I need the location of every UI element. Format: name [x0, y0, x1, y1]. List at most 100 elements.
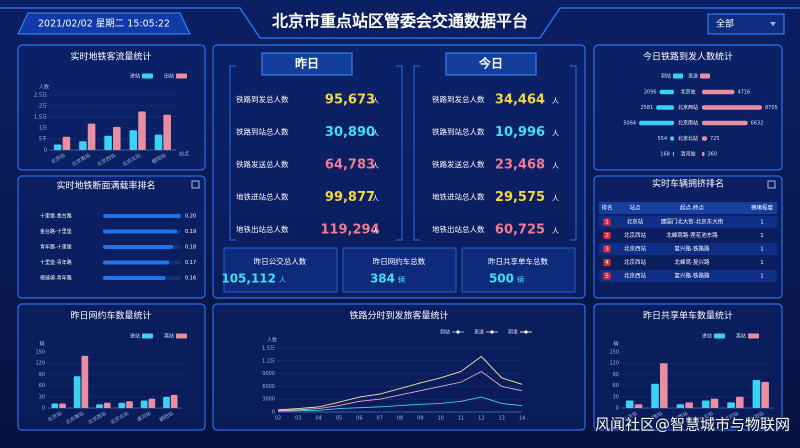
- x-tick-label: 08: [397, 416, 403, 422]
- y-tick-label: 90: [39, 372, 45, 378]
- legend-swatch: [748, 333, 759, 339]
- y-tick-label: 60: [39, 383, 45, 389]
- bar: [736, 396, 744, 408]
- stat-value: 60,725: [495, 223, 545, 238]
- bar: [672, 151, 674, 157]
- value-label: 8705: [765, 105, 778, 111]
- stat-label: 地铁进站总人数: [236, 192, 289, 202]
- category-label: 北京站: [680, 89, 695, 96]
- legend-label: 离站: [736, 333, 746, 340]
- total-value: 384: [370, 272, 395, 286]
- value-label: 0.16: [185, 276, 196, 282]
- bar: [702, 89, 735, 95]
- y-tick-label: 150: [609, 350, 619, 356]
- bar: [727, 402, 735, 408]
- datetime-box: [17, 12, 191, 35]
- bar: [118, 402, 126, 408]
- stat-unit: 人: [372, 130, 379, 138]
- y-axis-label: 人数: [267, 337, 277, 344]
- x-tick-label: 09: [417, 416, 423, 422]
- value-label: 0.18: [185, 245, 196, 251]
- bar: [96, 404, 103, 408]
- bar: [140, 400, 148, 408]
- select-value[interactable]: 全部: [716, 18, 734, 30]
- table-cell: 北蜂窝路-莲花池东路: [666, 231, 718, 239]
- stat-label: 铁路发送总人数: [432, 159, 485, 169]
- bar: [702, 151, 705, 157]
- legend-swatch: [673, 73, 683, 79]
- table-cell: 1: [760, 260, 764, 266]
- y-tick-label: 30: [39, 394, 45, 400]
- x-tick-label: 13: [498, 416, 504, 422]
- datetime: 2021/02/02 星期二 15:05:22: [38, 19, 170, 30]
- y-tick-label: 90: [613, 372, 619, 378]
- value-label: 168: [660, 152, 670, 158]
- stat-label: 地铁出站总人数: [432, 224, 485, 234]
- stat-unit: 人: [552, 97, 559, 105]
- bar: [87, 123, 96, 150]
- legend-dot: [524, 330, 528, 334]
- line-series: [277, 370, 523, 412]
- category-label: 北京北站: [678, 135, 698, 142]
- legend-label: 到站: [661, 73, 671, 80]
- chart-title: 实时地铁客流量统计: [70, 51, 151, 63]
- total-unit: 辆: [517, 275, 524, 284]
- select-caret[interactable]: [770, 22, 776, 26]
- select-box[interactable]: [707, 13, 785, 35]
- stat-value: 95,673: [325, 93, 375, 108]
- table-row-bg: [599, 270, 777, 282]
- panel: [17, 303, 206, 431]
- table-cell: 1: [605, 220, 609, 226]
- bar: [62, 136, 71, 150]
- chart-title: 昨日网约车数量统计: [70, 310, 151, 322]
- bar: [53, 144, 62, 150]
- panel: [593, 303, 783, 431]
- y-tick-label: 1.5万: [34, 115, 47, 121]
- stat-label: 铁路到站总人数: [236, 127, 289, 137]
- bar: [103, 245, 174, 249]
- stat-unit: 人: [372, 195, 379, 203]
- value-label: 360: [707, 152, 717, 158]
- y-tick-label: 1.2万: [262, 358, 275, 364]
- y-tick-label: 120: [609, 361, 619, 367]
- stat-value: 34,464: [495, 93, 545, 108]
- category-label: 北京西站: [678, 104, 698, 111]
- panel: [593, 44, 783, 171]
- value-label: 0.17: [185, 260, 196, 266]
- y-tick-label: 2万: [39, 104, 47, 110]
- bar: [103, 214, 181, 218]
- bar: [148, 398, 156, 408]
- legend-label: 出站: [164, 73, 174, 80]
- total-box: [461, 247, 576, 293]
- bracket: [413, 65, 577, 241]
- stat-value: 119,294: [320, 223, 379, 238]
- y-tick-label: 3000: [262, 397, 275, 403]
- table-header-bg: [599, 202, 777, 214]
- legend-label: 进站: [130, 73, 140, 80]
- legend-label: 发送: [688, 73, 698, 80]
- category-label: 北京南站: [678, 120, 698, 127]
- line-series: [277, 396, 523, 412]
- bar: [73, 376, 81, 408]
- table-cell: 1: [760, 220, 764, 226]
- total-value: 105,112: [221, 272, 276, 286]
- bar: [701, 400, 710, 408]
- bar: [660, 363, 668, 408]
- value-label: 2096: [644, 90, 657, 96]
- bar: [639, 120, 674, 126]
- category-label: 十里堡-金台路: [40, 213, 72, 220]
- table-cell: 5: [605, 274, 609, 280]
- bar: [81, 355, 89, 408]
- value-label: 0.19: [185, 229, 196, 235]
- x-tick-label: 06: [356, 416, 362, 422]
- bar: [79, 141, 87, 150]
- bar: [103, 402, 111, 408]
- bar: [170, 394, 178, 408]
- station-select[interactable]: 全部: [707, 13, 785, 35]
- stat-value: 29,575: [495, 190, 545, 205]
- bar: [113, 126, 121, 150]
- y-axis-label: 辆: [39, 341, 44, 348]
- stat-value: 23,468: [495, 158, 545, 173]
- table-cell: 1: [760, 274, 764, 280]
